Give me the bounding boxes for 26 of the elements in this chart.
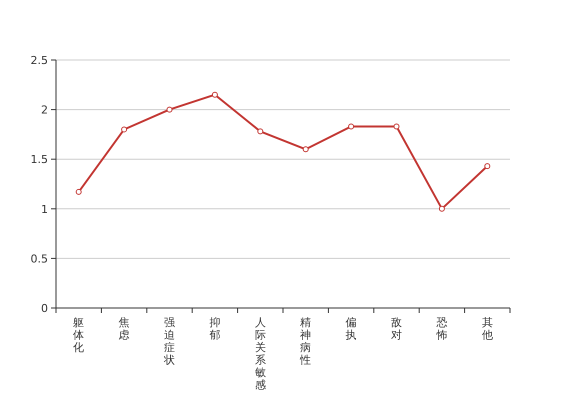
x-tick-label: 偏执 xyxy=(346,316,357,342)
x-tick-label: 其他 xyxy=(482,316,493,342)
point xyxy=(484,163,490,170)
y-tick-label: 2.5 xyxy=(30,54,48,67)
y-tick-label: 1.5 xyxy=(30,153,48,166)
y-tick-label: 1 xyxy=(41,202,48,216)
point xyxy=(121,126,128,132)
x-tick-label: 恐怖 xyxy=(435,316,448,342)
point xyxy=(302,146,309,152)
x-tick-label: 躯体化 xyxy=(73,316,84,354)
x-tick-label: 抑郁 xyxy=(209,316,220,342)
point xyxy=(212,92,218,98)
point xyxy=(348,123,354,130)
point xyxy=(166,106,172,113)
y-tick-label: 0 xyxy=(41,302,48,315)
x-tick-label: 焦虑 xyxy=(118,316,130,342)
x-tick-label: 强迫症状 xyxy=(163,316,175,366)
x-tick-label: 敌对 xyxy=(391,316,402,342)
point xyxy=(76,188,82,195)
y-tick-label: 2 xyxy=(41,104,48,117)
point xyxy=(257,128,264,134)
x-tick-label: 精神病性 xyxy=(299,316,312,366)
point xyxy=(438,206,445,212)
y-tick-label: 0.5 xyxy=(30,252,48,266)
x-tick-label: 人际关系敏感 xyxy=(254,316,266,392)
point xyxy=(394,123,400,130)
